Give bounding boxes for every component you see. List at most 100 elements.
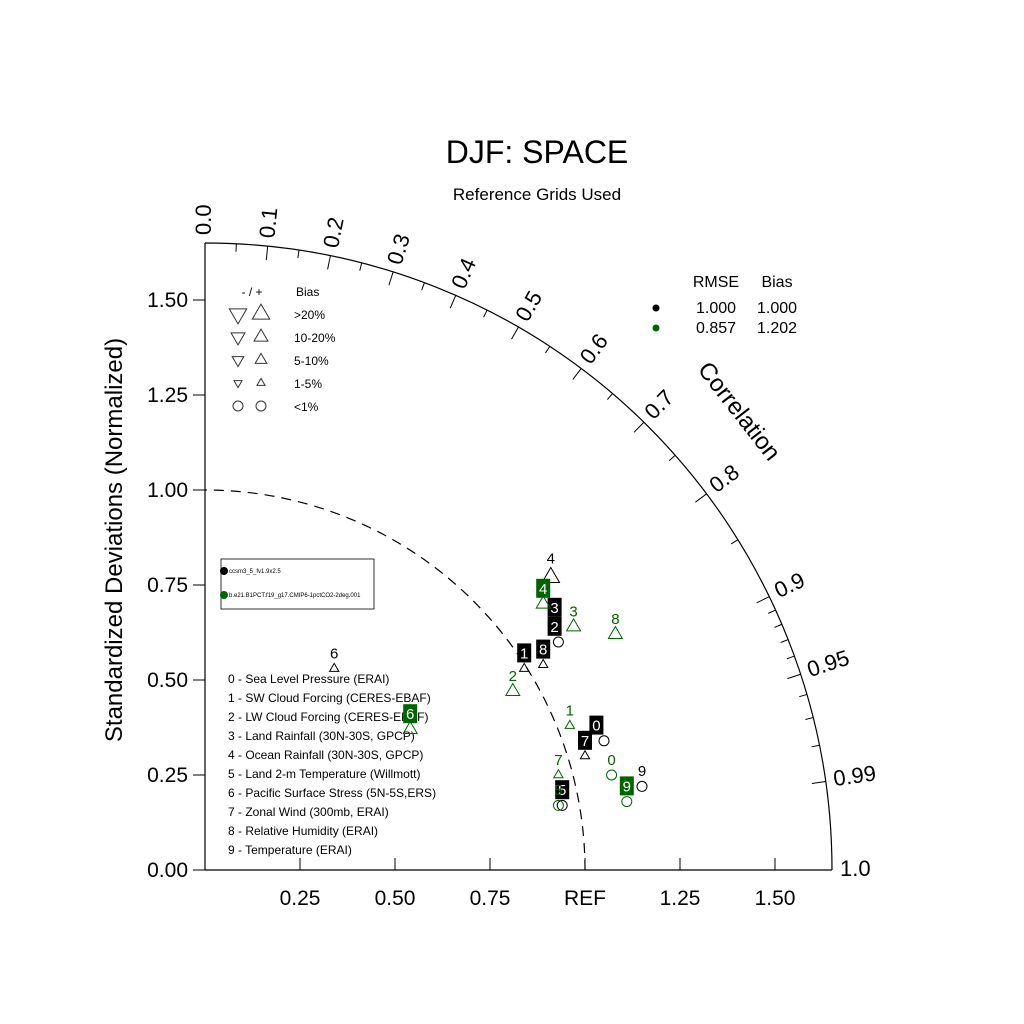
- bias-legend-circle: [255, 400, 267, 412]
- correlation-arc: [204, 242, 833, 871]
- point-label-box: [578, 730, 592, 750]
- correlation-minor-tick: [421, 282, 425, 291]
- point-label: 6: [330, 645, 338, 662]
- bias-legend-label: <1%: [294, 400, 319, 414]
- variable-legend-item: 1 - SW Cloud Forcing (CERES-EBAF): [228, 691, 431, 705]
- correlation-tick: [695, 493, 707, 503]
- point-marker-circle: [552, 636, 564, 648]
- y-tick-label: 0.00: [147, 859, 188, 882]
- correlation-tick-label: 0.1: [254, 206, 282, 239]
- variable-legend-item: 4 - Ocean Rainfall (30N-30S, GPCP): [228, 748, 423, 762]
- point-marker-triangle: [607, 625, 624, 639]
- correlation-minor-tick: [805, 717, 814, 721]
- stats-bias-value: 1.000: [757, 300, 797, 317]
- variable-legend-item: 8 - Relative Humidity (ERAI): [228, 824, 378, 838]
- point-label: 4: [539, 581, 547, 598]
- correlation-tick: [511, 326, 519, 340]
- point-marker-circle: [598, 735, 610, 747]
- point-label: 0: [592, 718, 600, 735]
- correlation-tick: [327, 255, 331, 270]
- point-marker-triangle: [328, 662, 340, 672]
- stats-series-dot: [652, 304, 660, 312]
- correlation-tick-label: 0.95: [804, 645, 852, 682]
- series-legend-box: [220, 558, 375, 610]
- point-marker-circle: [556, 799, 568, 811]
- point-label: 7: [554, 752, 562, 769]
- correlation-minor-tick: [668, 454, 676, 461]
- point-label: 8: [611, 611, 619, 628]
- point-label: 4: [547, 550, 555, 567]
- point-marker-triangle: [552, 768, 564, 779]
- point-label: 5: [558, 782, 566, 799]
- stats-bias-header: Bias: [761, 274, 792, 291]
- correlation-minor-tick: [483, 309, 488, 318]
- correlation-tick-label: 0.2: [318, 215, 349, 250]
- correlation-minor-tick: [811, 744, 820, 748]
- x-tick-label: 1.50: [755, 887, 796, 910]
- x-tick-label: 0.75: [470, 887, 511, 910]
- point-marker-triangle: [565, 617, 582, 632]
- bias-legend-up-triangle: [256, 377, 266, 386]
- series-legend-label: b.e21.B1PCT.f19_g17.CMIP6-1pctCO2-2deg.0…: [229, 593, 361, 599]
- point-marker-triangle: [537, 658, 549, 669]
- stats-rmse-header: RMSE: [693, 274, 739, 291]
- bias-legend-label: 1-5%: [294, 377, 322, 391]
- point-label-box: [517, 643, 532, 663]
- correlation-tick: [265, 246, 269, 261]
- bias-legend-label: 5-10%: [294, 354, 329, 368]
- correlation-tick-label: 0.0: [191, 204, 216, 235]
- correlation-label: Correlation: [692, 357, 786, 466]
- point-label: 7: [581, 733, 589, 750]
- point-marker-triangle: [504, 682, 521, 696]
- point-label-box: [547, 616, 562, 636]
- variable-legend-item: 2 - LW Cloud Forcing (CERES-EBAF): [228, 710, 429, 724]
- point-marker-triangle: [564, 719, 576, 729]
- x-tick-label: 1.25: [660, 887, 701, 910]
- correlation-minor-tick: [545, 346, 551, 354]
- correlation-tick: [756, 596, 770, 604]
- series-legend-label: ccsm3_5_fv1.9x2.5: [229, 569, 281, 575]
- point-label: 3: [550, 600, 558, 617]
- point-label-box: [589, 715, 604, 735]
- variable-legend-item: 5 - Land 2-m Temperature (Willmott): [228, 767, 421, 781]
- correlation-minor-tick: [359, 262, 363, 271]
- x-tick-label: 0.25: [280, 887, 321, 910]
- y-tick-label: 1.50: [147, 289, 188, 312]
- correlation-minor-tick: [786, 655, 795, 660]
- point-marker-triangle: [402, 720, 419, 734]
- stats-bias-value: 1.202: [757, 320, 797, 337]
- bias-legend-label: >20%: [294, 308, 325, 322]
- correlation-minor-tick: [730, 539, 739, 545]
- bias-legend-down-triangle: [231, 356, 245, 368]
- variable-legend-item: 6 - Pacific Surface Stress (5N-5S,ERS): [228, 786, 436, 800]
- point-label: 1: [520, 645, 528, 662]
- point-label-box: [536, 578, 551, 598]
- y-axis-label: Standardized Deviations (Normalized): [101, 338, 128, 742]
- point-label-box: [547, 597, 562, 617]
- bias-legend-down-triangle: [228, 308, 248, 325]
- point-label: 6: [406, 706, 414, 723]
- bias-legend-up-triangle: [251, 303, 271, 320]
- correlation-tick: [633, 421, 645, 433]
- correlation-tick-label: 0.3: [382, 231, 415, 268]
- point-marker-triangle: [541, 566, 561, 583]
- chart-title: DJF: SPACE: [446, 134, 629, 170]
- variable-legend-item: 7 - Zonal Wind (300mb, ERAI): [228, 805, 389, 819]
- correlation-tick-label: 0.6: [575, 329, 613, 368]
- correlation-minor-tick: [768, 609, 776, 614]
- point-label: 8: [539, 642, 547, 659]
- variable-legend-item: 0 - Sea Level Pressure (ERAI): [228, 672, 389, 686]
- point-label: 9: [623, 778, 631, 795]
- point-label-box: [403, 704, 418, 724]
- point-marker-circle: [552, 799, 564, 811]
- stats-series-dot: [652, 324, 660, 332]
- bias-legend-bias-header: Bias: [296, 285, 319, 299]
- point-marker-circle: [621, 796, 633, 808]
- y-tick-label: 1.00: [147, 479, 188, 502]
- point-marker-triangle: [579, 749, 591, 760]
- point-label: 0: [607, 752, 615, 769]
- bias-legend-circle: [232, 400, 244, 412]
- series-legend-dot: [220, 567, 228, 575]
- bias-legend-label: 10-20%: [294, 331, 336, 345]
